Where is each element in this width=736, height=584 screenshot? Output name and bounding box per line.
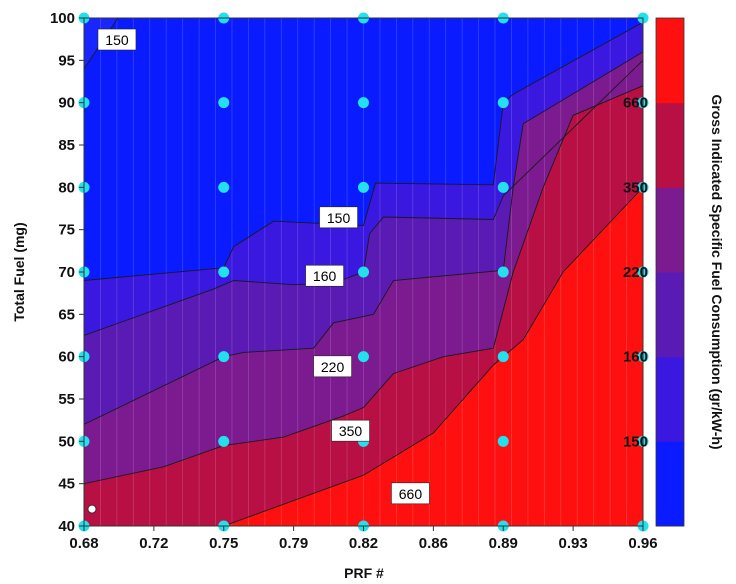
y-tick-label: 75: [58, 222, 75, 239]
data-point: [218, 181, 230, 193]
x-tick-label: 0.68: [69, 535, 98, 552]
colorbar-segment: [656, 102, 684, 188]
contour-label-box: [391, 482, 430, 505]
contour-line-150: [84, 21, 643, 281]
colorbar-tick-label: 150: [623, 433, 648, 450]
data-point: [358, 97, 369, 109]
x-tick-label: 0.96: [628, 535, 657, 552]
band-above-660: [223, 187, 643, 526]
colorbar: 150 160 220 350 660: [623, 17, 685, 527]
data-point: [358, 266, 369, 278]
data-point: [218, 351, 230, 363]
colorbar-segment: [656, 356, 684, 442]
colorbar-tick-label: 350: [623, 179, 648, 196]
contour-label: 350: [339, 423, 363, 439]
y-axis-title: Total Fuel (mg): [11, 222, 27, 321]
colorbar-title: Gross Indicated Specific Fuel Consumptio…: [709, 94, 725, 449]
y-tick-label: 50: [58, 433, 75, 450]
y-axis: 40 45 50 55 60 65 70 75 80 85 90 95 100: [50, 10, 84, 535]
contour-label-box: [313, 355, 352, 378]
contour-label: 220: [321, 359, 345, 375]
y-tick-label: 40: [58, 518, 75, 535]
contour-label-box: [305, 264, 344, 287]
contour-label-box: [319, 206, 358, 229]
colorbar-segment: [656, 18, 684, 104]
colorbar-frame: [655, 17, 685, 527]
colorbar-segment: [656, 272, 684, 358]
data-point: [218, 266, 230, 278]
data-point: [497, 181, 509, 193]
contour-label: 150: [327, 210, 351, 226]
y-tick-label: 65: [58, 306, 75, 323]
data-point: [497, 97, 509, 109]
data-point: [218, 435, 230, 447]
colorbar-segment: [656, 441, 684, 527]
y-tick-label: 95: [58, 52, 75, 69]
y-tick-label: 45: [58, 476, 75, 493]
x-tick-label: 0.89: [489, 535, 518, 552]
y-tick-label: 70: [58, 264, 75, 281]
contour-labels: 150 150 160 220 350 660: [97, 28, 430, 505]
contour-label: 660: [399, 486, 423, 502]
x-axis: 0.68 0.72 0.75 0.79 0.82 0.86 0.89 0.93 0.96: [69, 526, 658, 552]
contour-label-box: [331, 419, 370, 442]
colorbar-tick-label: 160: [623, 349, 648, 366]
marker-point: [87, 504, 97, 514]
x-tick-label: 0.93: [559, 535, 588, 552]
colorbar-segment: [656, 187, 684, 273]
y-tick-label: 60: [58, 349, 75, 366]
contour-line-220: [84, 51, 643, 425]
x-axis-title: PRF #: [344, 565, 384, 581]
x-tick-label: 0.79: [279, 535, 308, 552]
y-tick-label: 90: [58, 95, 75, 112]
colorbar-tick-label: 660: [623, 95, 648, 112]
y-tick-label: 80: [58, 179, 75, 196]
contour-label-box: [97, 28, 137, 51]
data-point: [497, 266, 509, 278]
y-tick-label: 85: [58, 137, 75, 154]
data-point: [218, 97, 230, 109]
contour-label: 160: [313, 268, 337, 284]
data-point: [358, 351, 369, 363]
x-tick-label: 0.86: [419, 535, 448, 552]
contour-line-660: [223, 186, 643, 526]
contour-label: 150: [105, 32, 129, 48]
x-tick-label: 0.75: [209, 535, 238, 552]
data-point: [497, 435, 509, 447]
y-tick-label: 55: [58, 391, 75, 408]
y-tick-label: 100: [50, 10, 75, 27]
data-point: [497, 351, 509, 363]
colorbar-tick-label: 220: [623, 264, 648, 281]
data-point: [358, 181, 369, 193]
x-tick-label: 0.82: [349, 535, 378, 552]
x-tick-label: 0.72: [139, 535, 168, 552]
